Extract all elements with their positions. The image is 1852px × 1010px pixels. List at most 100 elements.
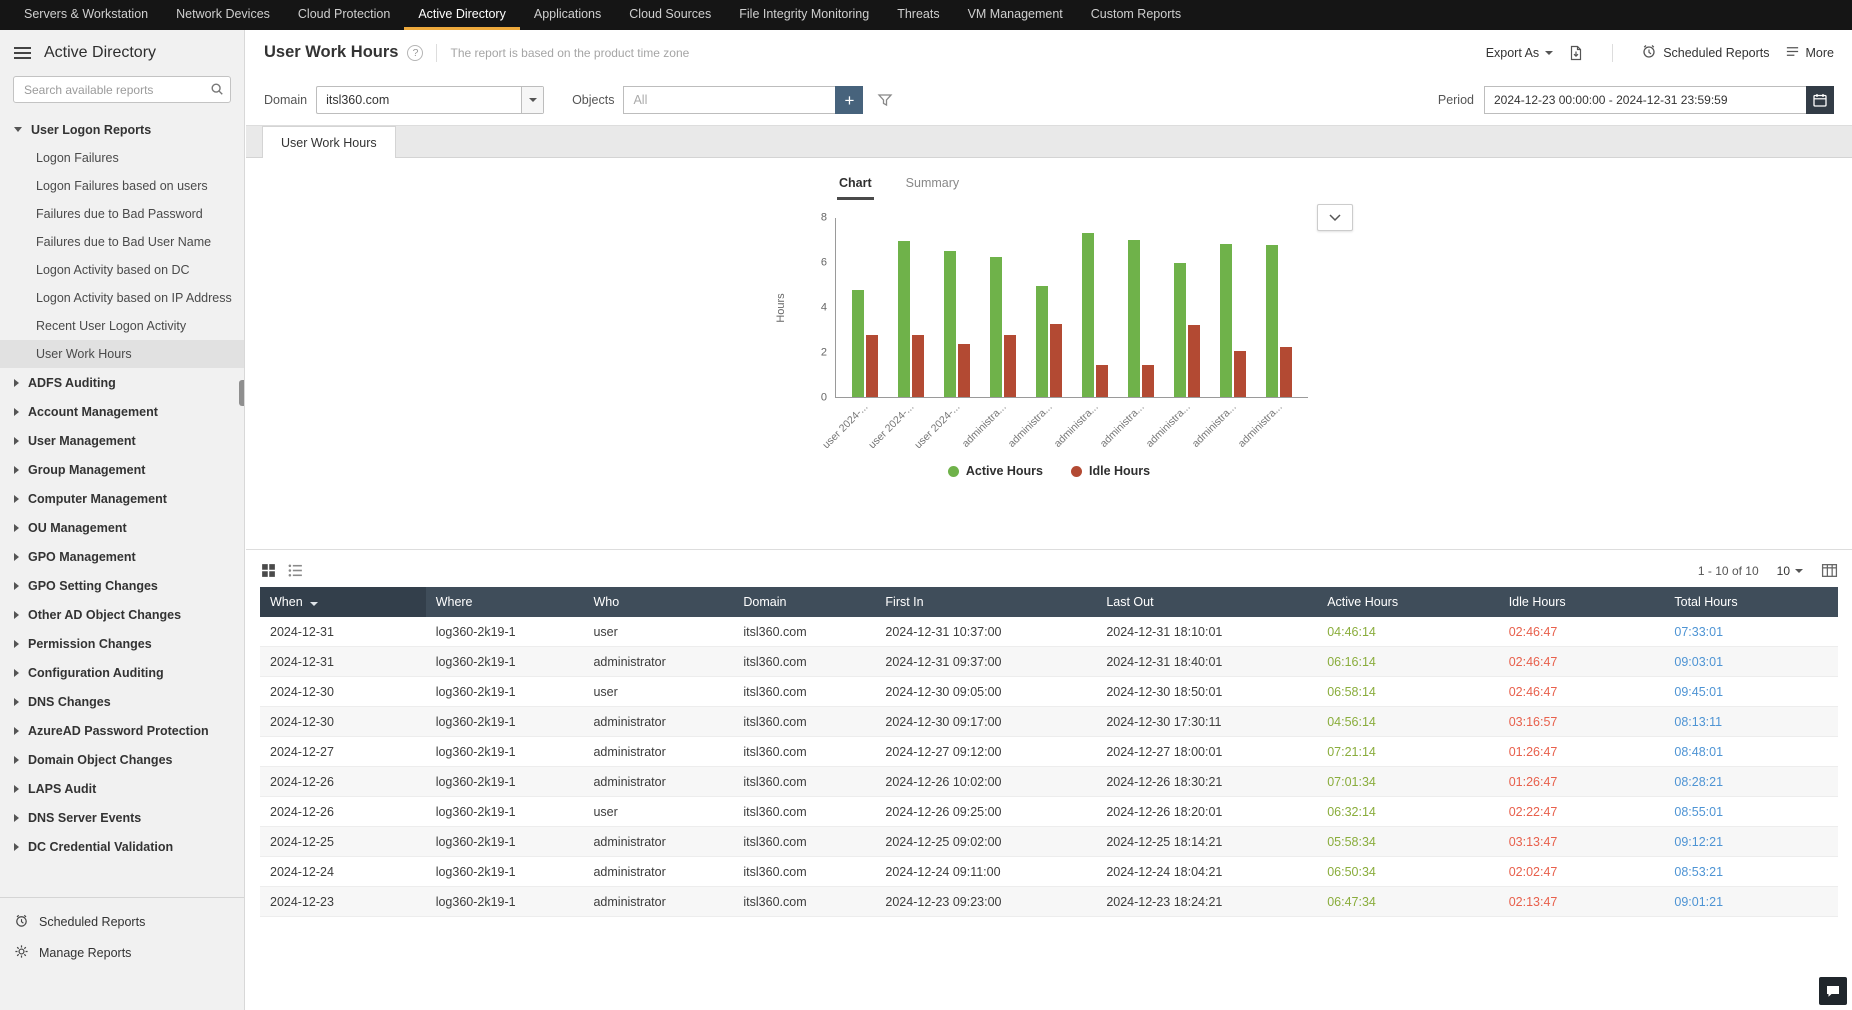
hamburger-menu-icon[interactable] (14, 47, 31, 59)
search-input[interactable] (13, 76, 231, 103)
more-button[interactable]: More (1785, 44, 1834, 62)
tree-section-adfs-auditing[interactable]: ADFS Auditing (0, 368, 244, 397)
filter-funnel-icon[interactable] (877, 92, 893, 108)
topnav-item-servers-workstation[interactable]: Servers & Workstation (24, 6, 149, 21)
domain-label: Domain (264, 93, 308, 107)
column-header-active-hours[interactable]: Active Hours (1317, 587, 1499, 617)
cell-domain: itsl360.com (733, 617, 876, 647)
sidebar-item-user-work-hours[interactable]: User Work Hours (0, 340, 244, 368)
topnav-item-network-devices[interactable]: Network Devices (176, 6, 270, 21)
tree-section-azuread-password-protection[interactable]: AzureAD Password Protection (0, 716, 244, 745)
tree-section-permission-changes[interactable]: Permission Changes (0, 629, 244, 658)
sidebar-item-manage-reports[interactable]: Manage Reports (0, 937, 244, 968)
sidebar-item-logon-activity-based-on-ip-address[interactable]: Logon Activity based on IP Address (36, 291, 232, 305)
column-header-where[interactable]: Where (425, 587, 584, 617)
sidebar-item-failures-due-to-bad-password[interactable]: Failures due to Bad Password (36, 207, 203, 221)
tree-section-domain-object-changes[interactable]: Domain Object Changes (0, 745, 244, 774)
tree-section-computer-management[interactable]: Computer Management (0, 484, 244, 513)
bar-active-hours (1082, 232, 1094, 397)
tree-section-gpo-management[interactable]: GPO Management (0, 542, 244, 571)
cell-who: administrator (583, 826, 734, 857)
cell-when: 2024-12-31 (260, 646, 426, 677)
tree-section-ou-management[interactable]: OU Management (0, 513, 244, 542)
sidebar-item-logon-failures-based-on-users[interactable]: Logon Failures based on users (36, 179, 208, 193)
sidebar-collapse-handle[interactable] (239, 380, 244, 406)
tree-section-user-logon-reports[interactable]: User Logon Reports (0, 115, 244, 144)
table-row[interactable]: 2024-12-23 log360-2k19-1 administrator itsl… (260, 886, 1838, 917)
table-row[interactable]: 2024-12-30 log360-2k19-1 user itsl360.com 20… (260, 676, 1838, 707)
topnav-item-cloud-protection[interactable]: Cloud Protection (297, 6, 391, 21)
tab-chart[interactable]: Chart (837, 170, 874, 200)
column-header-first-in[interactable]: First In (875, 587, 1097, 617)
tree-section-group-management[interactable]: Group Management (0, 455, 244, 484)
cell-active-hours: 04:46:14 (1317, 617, 1499, 647)
tree-section-dns-changes[interactable]: DNS Changes (0, 687, 244, 716)
page-size-select[interactable]: 10 (1777, 564, 1803, 578)
tree-section-account-management[interactable]: Account Management (0, 397, 244, 426)
tab-user-work-hours[interactable]: User Work Hours (262, 126, 396, 158)
tab-summary[interactable]: Summary (905, 176, 960, 190)
chart-menu-button[interactable] (1317, 204, 1353, 231)
table-row[interactable]: 2024-12-27 log360-2k19-1 administrator itsl… (260, 736, 1838, 767)
table-row[interactable]: 2024-12-26 log360-2k19-1 user itsl360.com 20… (260, 796, 1838, 827)
column-chooser-icon[interactable] (1821, 562, 1838, 579)
export-report-icon[interactable] (1568, 45, 1584, 61)
bar-idle-hours (1004, 334, 1016, 397)
objects-field-group: + (623, 86, 864, 114)
topnav-item-vm-management[interactable]: VM Management (967, 6, 1063, 21)
tree-section-user-management[interactable]: User Management (0, 426, 244, 455)
cell-last-out: 2024-12-26 18:30:21 (1096, 766, 1318, 797)
topnav-item-threats[interactable]: Threats (897, 6, 940, 21)
column-header-last-out[interactable]: Last Out (1096, 587, 1318, 617)
tree-section-dc-credential-validation[interactable]: DC Credential Validation (0, 832, 244, 861)
topnav-item-file-integrity-monitoring[interactable]: File Integrity Monitoring (739, 6, 870, 21)
table-row[interactable]: 2024-12-31 log360-2k19-1 administrator itsl… (260, 646, 1838, 677)
grid-view-icon[interactable] (260, 562, 277, 579)
tree-section-label: Permission Changes (28, 636, 152, 651)
bar-idle-hours (1050, 323, 1062, 397)
sidebar-item-recent-user-logon-activity[interactable]: Recent User Logon Activity (36, 319, 187, 333)
sidebar-item-logon-failures[interactable]: Logon Failures (36, 151, 119, 165)
sidebar-item-failures-due-to-bad-user-name[interactable]: Failures due to Bad User Name (36, 235, 212, 249)
bar-idle-hours (912, 334, 924, 397)
column-header-domain[interactable]: Domain (733, 587, 876, 617)
sidebar-item-scheduled-reports[interactable]: Scheduled Reports (0, 906, 244, 937)
topnav-item-applications[interactable]: Applications (533, 6, 602, 21)
filter-bar: Domain itsl360.com Objects + Period 2024… (246, 75, 1852, 126)
topnav-item-custom-reports[interactable]: Custom Reports (1090, 6, 1182, 21)
help-icon[interactable]: ? (407, 44, 424, 61)
tree-section-configuration-auditing[interactable]: Configuration Auditing (0, 658, 244, 687)
export-as-button[interactable]: Export As (1486, 46, 1554, 60)
column-header-who[interactable]: Who (583, 587, 734, 617)
sidebar-item-logon-activity-based-on-dc[interactable]: Logon Activity based on DC (36, 263, 190, 277)
tree-section-dns-server-events[interactable]: DNS Server Events (0, 803, 244, 832)
chevron-right-icon (14, 668, 19, 677)
search-icon[interactable] (210, 82, 224, 101)
period-input[interactable]: 2024-12-23 00:00:00 - 2024-12-31 23:59:5… (1484, 86, 1806, 114)
chat-button[interactable] (1819, 977, 1847, 1005)
domain-select[interactable]: itsl360.com (316, 86, 545, 114)
scheduled-reports-button[interactable]: Scheduled Reports (1641, 43, 1770, 62)
calendar-button[interactable] (1806, 86, 1834, 114)
cell-who: administrator (583, 646, 734, 677)
add-objects-button[interactable]: + (835, 86, 864, 114)
topnav-item-active-directory[interactable]: Active Directory (404, 0, 520, 30)
table-row[interactable]: 2024-12-25 log360-2k19-1 administrator itsl… (260, 826, 1838, 857)
sidebar-search (13, 76, 231, 103)
column-header-idle-hours[interactable]: Idle Hours (1498, 587, 1665, 617)
column-header-total-hours[interactable]: Total Hours (1664, 587, 1838, 617)
cell-idle-hours: 02:46:47 (1498, 676, 1665, 707)
table-row[interactable]: 2024-12-24 log360-2k19-1 administrator itsl… (260, 856, 1838, 887)
tree-section-laps-audit[interactable]: LAPS Audit (0, 774, 244, 803)
column-header-when[interactable]: When (260, 587, 426, 617)
tree-section-gpo-setting-changes[interactable]: GPO Setting Changes (0, 571, 244, 600)
table-row[interactable]: 2024-12-26 log360-2k19-1 administrator itsl… (260, 766, 1838, 797)
tree-section-label: DNS Changes (28, 694, 111, 709)
objects-input[interactable] (623, 86, 836, 114)
table-row[interactable]: 2024-12-31 log360-2k19-1 user itsl360.com 20… (260, 617, 1838, 647)
pagination-range: 1 - 10 of 10 (1697, 563, 1759, 578)
table-row[interactable]: 2024-12-30 log360-2k19-1 administrator itsl… (260, 706, 1838, 737)
tree-section-other-ad-object-changes[interactable]: Other AD Object Changes (0, 600, 244, 629)
list-view-icon[interactable] (287, 562, 304, 579)
topnav-item-cloud-sources[interactable]: Cloud Sources (629, 6, 712, 21)
